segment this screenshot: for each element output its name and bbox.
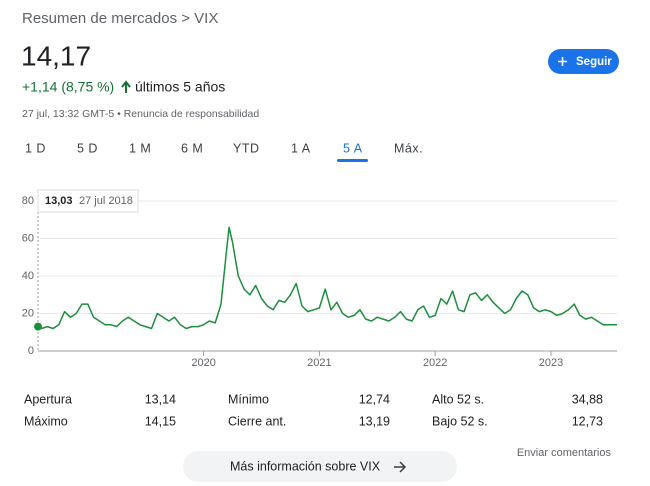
- stat-label: Apertura: [24, 392, 72, 406]
- y-tick-label: 60: [22, 232, 34, 244]
- tab[interactable]: 6 M: [181, 141, 203, 155]
- tab[interactable]: Máx.: [394, 141, 423, 155]
- tooltip-value: 13,03: [45, 195, 73, 207]
- more-label: Más información sobre VIX: [230, 459, 381, 473]
- more-bg: [183, 451, 457, 482]
- stat-label: Alto 52 s.: [432, 392, 484, 406]
- x-tick-label: 2023: [539, 357, 563, 369]
- x-tick-label: 2022: [423, 357, 447, 369]
- tab[interactable]: 1 M: [129, 141, 151, 155]
- feedback-link[interactable]: Enviar comentarios: [517, 447, 612, 459]
- stat-label: Bajo 52 s.: [432, 414, 488, 428]
- y-tick-label: 20: [22, 307, 34, 319]
- stat-label: Mínimo: [228, 392, 269, 406]
- tab[interactable]: 1 A: [291, 141, 311, 155]
- tab[interactable]: YTD: [233, 141, 260, 155]
- period: últimos 5 años: [135, 79, 225, 95]
- stat-value: 14,15: [145, 414, 176, 428]
- breadcrumb[interactable]: Resumen de mercados > VIX: [22, 10, 218, 27]
- follow-bg: [548, 49, 619, 74]
- x-tick-label: 2021: [307, 357, 331, 369]
- y-tick-label: 80: [22, 195, 34, 207]
- price: 14,17: [21, 40, 91, 71]
- tab[interactable]: 5 A: [343, 141, 363, 155]
- y-tick-label: 40: [22, 270, 34, 282]
- tab[interactable]: 1 D: [25, 141, 46, 155]
- tooltip-date: 27 jul 2018: [79, 195, 133, 207]
- up-arrow: [121, 80, 131, 93]
- stat-value: 13,19: [359, 414, 390, 428]
- plus-icon: [558, 57, 567, 66]
- tabs: 1 D 5 D 1 M 6 M YTD 1 A 5 A Máx.: [25, 141, 423, 162]
- cursor-dot: [34, 322, 42, 331]
- tab-underline: [337, 159, 368, 162]
- tab[interactable]: 5 D: [77, 141, 98, 155]
- stat-value: 12,74: [359, 392, 390, 406]
- change: +1,14 (8,75 %): [22, 79, 114, 95]
- stat-label: Cierre ant.: [228, 414, 286, 428]
- chart: 0 20 40 60 80 2020 2021 2022 2023 13,03 27 jul 201…: [22, 189, 617, 369]
- timestamp: 27 jul, 13:32 GMT-5 • Renuncia de respon…: [22, 108, 259, 120]
- arrow-icon: [394, 461, 407, 473]
- stat-value: 12,73: [572, 414, 603, 428]
- stat-value: 34,88: [572, 392, 603, 406]
- y-tick-label: 0: [28, 345, 34, 357]
- price-line: [37, 226, 617, 330]
- stats: Apertura 13,14 Mínimo 12,74 Alto 52 s. 34,88 M…: [24, 392, 603, 428]
- stat-label: Máximo: [24, 414, 68, 428]
- stat-value: 13,14: [145, 392, 176, 406]
- follow-button[interactable]: Seguir: [548, 49, 619, 74]
- more-button[interactable]: Más información sobre VIX: [183, 451, 457, 482]
- tooltip-bg: [37, 189, 139, 213]
- follow-label: Seguir: [576, 56, 612, 68]
- x-tick-label: 2020: [191, 357, 215, 369]
